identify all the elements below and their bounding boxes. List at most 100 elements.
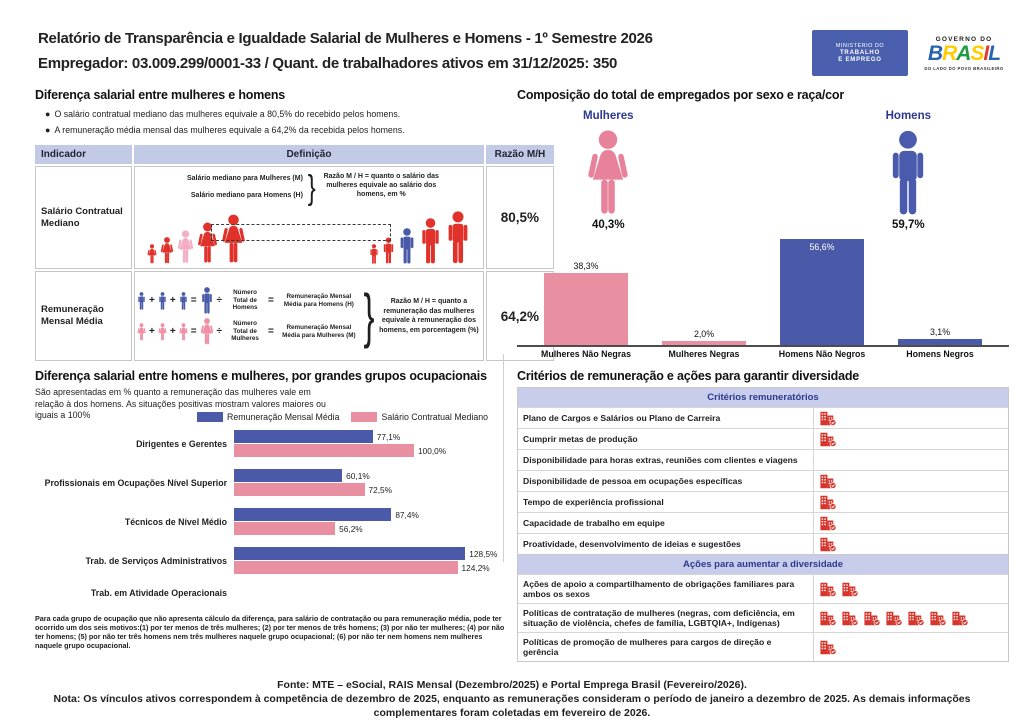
gov-brand-letter: L (988, 41, 1001, 65)
criteria-icons-cell (812, 492, 1008, 512)
company-check-icon (886, 611, 903, 626)
report-header: Relatório de Transparência e Igualdade S… (38, 26, 653, 76)
female-figure-icon (177, 230, 194, 264)
company-check-icon (842, 611, 859, 626)
indicator-table: Indicador Definição Razão M/H Salário Co… (35, 145, 554, 361)
men-summary: Homens 59,7% (886, 110, 931, 231)
brace-icon: } (363, 282, 375, 349)
footer-fonte: Fonte: MTE – eSocial, RAIS Mensal (Dezem… (277, 679, 747, 691)
legend-label: Remuneração Mensal Média (227, 411, 340, 422)
occupation-bar-chart: Dirigentes e Gerentes 77,1% 100,0% Profissi… (35, 430, 513, 600)
criteria-row: Capacidade de trabalho em equipe (518, 512, 1008, 533)
gov-logo-top: GOVERNO DO (935, 35, 993, 43)
company-check-icon (820, 474, 837, 489)
brace-icon: } (307, 169, 316, 207)
criteria-icons-cell (812, 408, 1008, 428)
occupation-chart-legend: Remuneração Mensal Média Salário Contratu… (197, 411, 513, 422)
criteria-row: Plano de Cargos e Salários ou Plano de C… (518, 407, 1008, 428)
composition-category-label: Mulheres Não Negras (541, 349, 631, 359)
divisor-label: Número Total de Homens (232, 289, 258, 312)
report-title: Relatório de Transparência e Igualdade S… (38, 30, 653, 47)
occupation-row: Dirigentes e Gerentes 77,1% 100,0% (35, 430, 513, 458)
criteria-label: Disponibilidade de pessoa em ocupações e… (523, 476, 743, 486)
bar-value-label: 3,1% (929, 327, 951, 338)
women-summary: Mulheres 40,3% (583, 110, 634, 231)
composition-category-label: Homens Não Negros (778, 349, 866, 359)
bar-value-label: 38,3% (573, 261, 599, 271)
legend-item: Remuneração Mensal Média (197, 411, 340, 422)
criteria-section: Critérios de remuneração e ações para ga… (517, 369, 1009, 662)
male-figure-icon (200, 287, 214, 314)
label-salario-mulheres: Salário mediano para Mulheres (M) (187, 175, 303, 182)
occupation-label: Trab. em Atividade Operacionais (90, 587, 227, 598)
company-check-icon (820, 411, 837, 426)
bar (234, 430, 373, 443)
column-divider (503, 354, 504, 562)
bar-value-label: 72,5% (368, 484, 393, 495)
criteria-row: Disponibilidade de pessoa em ocupações e… (518, 470, 1008, 491)
composition-column: 3,1% (881, 327, 999, 345)
gov-logo-bottom: DO LADO DO POVO BRASILEIRO (924, 65, 1004, 71)
criteria-label: Ações de apoio a compartilhamento de obr… (523, 579, 795, 599)
right-column: Composição do total de empregados por se… (517, 88, 1009, 662)
gov-brand-letter: I (983, 41, 989, 65)
row1-ratio: 80,5% (485, 166, 554, 269)
occupation-label: Dirigentes e Gerentes (136, 438, 227, 449)
bar-value-label: 56,2% (339, 523, 363, 534)
criteria-icons-cell (812, 604, 1008, 632)
bar (234, 508, 392, 521)
result-label: Remuneração Mensal Média para Homens (H) (283, 293, 354, 308)
composition-section-title: Composição do total de empregados por se… (517, 88, 844, 102)
bar-line: 128,5% (234, 547, 513, 561)
men-average-formula: + + = ÷ Número Total de Homens = Remuneração M… (137, 287, 361, 314)
composition-column: 2,0% (645, 329, 763, 345)
criteria-label: Disponibilidade para horas extras, reuni… (523, 455, 798, 465)
footer-nota: Nota: Os vínculos ativos correspondem à … (53, 693, 971, 719)
criteria-icons-cell (812, 534, 1008, 554)
criteria-label: Capacidade de trabalho em equipe (523, 518, 665, 528)
criteria-table-header: Critérios remuneratórios (518, 388, 1008, 407)
bar (234, 547, 466, 560)
row1-definition: Salário mediano para Mulheres (M) Salári… (134, 166, 484, 269)
bar-value-label: 128,5% (469, 548, 498, 559)
plus-operator: + (149, 326, 155, 337)
row2-indicator: Remuneração Mensal Média (35, 271, 132, 361)
bar (898, 339, 982, 345)
bar-line: 60,1% (234, 469, 513, 483)
gov-brand-letter: R (942, 41, 957, 65)
occupation-row: Trab. de Serviços Administrativos 128,5% 1… (35, 547, 513, 575)
mte-logo: MINISTÉRIO DO TRABALHO E EMPREGO (812, 30, 908, 76)
occupation-chart-section: Diferença salarial entre homens e mulher… (35, 369, 513, 650)
gov-brand-letter: B (927, 41, 943, 65)
mte-logo-line1: MINISTÉRIO DO (835, 42, 885, 49)
equals-operator: = (190, 326, 197, 337)
criteria-icons-cell (812, 450, 1008, 470)
legend-swatch (197, 411, 223, 422)
occupation-bars: 77,1% 100,0% (234, 430, 513, 458)
salary-gap-title: Diferença salarial entre mulheres e home… (35, 88, 286, 102)
left-column: Diferença salarial entre mulheres e home… (35, 88, 554, 650)
bar-value-label: 87,4% (395, 509, 419, 520)
equals-operator: = (268, 295, 274, 306)
equals-operator: = (268, 326, 274, 337)
bullet-icon: ● (45, 109, 51, 119)
occupation-bars: 128,5% 124,2% (234, 547, 513, 575)
row2-note: Razão M / H = quanto a remuneração das m… (379, 298, 479, 334)
median-comparison-dashed-box (211, 224, 391, 241)
bar-line: 124,2% (234, 561, 513, 575)
criteria-icons-cell (812, 471, 1008, 491)
male-figure-icon (398, 228, 416, 264)
occupation-row: Técnicos de Nível Médio 87,4% 56,2% (35, 508, 513, 536)
bullet-item: ● A remuneração média mensal das mulheres… (45, 125, 405, 135)
gov-brand-letter: A (956, 41, 971, 65)
bar-line: 87,4% (234, 508, 513, 522)
legend-label: Salário Contratual Mediano (381, 411, 489, 422)
bar-line: 56,2% (234, 522, 513, 536)
occupation-footnote: Para cada grupo de ocupação que não apre… (35, 613, 505, 650)
male-figure-icon (419, 218, 442, 264)
female-figure-icon (137, 323, 146, 341)
criteria-row: Ações de apoio a compartilhamento de obr… (518, 574, 1008, 603)
criteria-table: Critérios remuneratórios Plano de Cargos … (517, 387, 1009, 662)
plus-operator: + (169, 295, 176, 306)
legend-swatch (351, 411, 378, 422)
